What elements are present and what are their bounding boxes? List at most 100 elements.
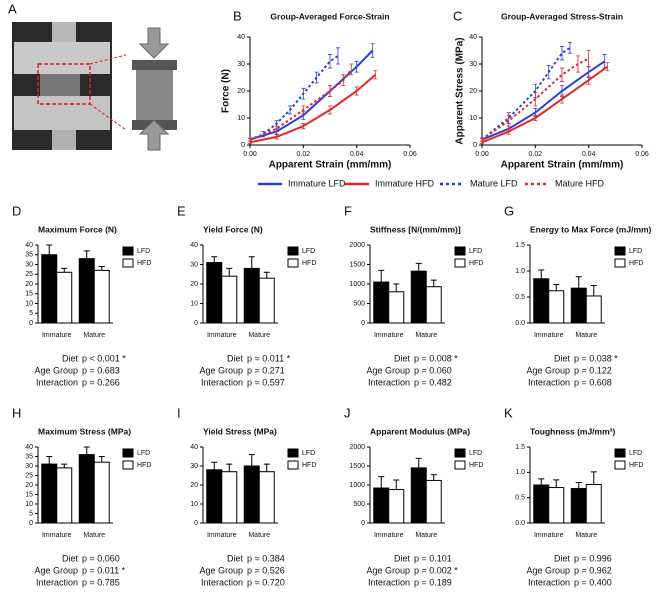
legend-swatch (122, 258, 134, 268)
x-axis-label: Apparent Strain (mm/mm) (501, 160, 624, 171)
error-bar (83, 250, 90, 259)
x-tick-label: Immature (534, 332, 564, 339)
legend-swatch (122, 448, 134, 458)
error-bar (61, 267, 68, 273)
x-tick-label: 0.02 (529, 151, 543, 158)
stat-value: p = 0.271 (247, 365, 285, 375)
error-bar (211, 256, 218, 263)
y-tick-label: 40 (25, 242, 33, 249)
y-axis-label: Apparent Stress (MPa) (455, 37, 466, 144)
error-bar (98, 456, 105, 463)
error-bar (430, 279, 437, 287)
panel-letter: E (177, 203, 186, 218)
y-tick-label: 40 (237, 34, 245, 41)
x-tick-label: 0.04 (350, 151, 364, 158)
error-bar (288, 105, 292, 115)
error-bar (586, 75, 591, 85)
rod (52, 22, 76, 44)
legend-label: LFD (137, 248, 150, 255)
error-bar (575, 276, 582, 289)
error-bar (328, 105, 332, 115)
stat-label: Interaction (528, 377, 570, 387)
x-tick-label: Mature (248, 332, 270, 339)
stat-label: Interaction (368, 577, 410, 587)
x-tick-label: 0.00 (475, 151, 489, 158)
bar (585, 483, 602, 524)
panel-letter: A (8, 1, 17, 16)
x-tick-label: 0.06 (635, 151, 649, 158)
error-bar (211, 461, 218, 470)
chart-title: Group-Averaged Force-Strain (270, 11, 389, 21)
y-tick-label: 25 (25, 271, 33, 278)
y-tick-label: 35 (25, 453, 33, 460)
bar (221, 471, 238, 524)
rod (52, 130, 76, 150)
panel-letter: H (12, 405, 21, 420)
stat-label: Diet (554, 553, 571, 563)
y-tick-label: 15 (25, 291, 33, 298)
error-bar (248, 454, 255, 466)
bar (548, 290, 565, 324)
x-tick-label: Mature (575, 332, 597, 339)
y-tick-label: 30 (469, 61, 477, 68)
legend-label: HFD (137, 260, 151, 267)
x-tick-label: Mature (575, 532, 597, 539)
y-tick-label: 1.0 (515, 268, 525, 275)
bar (388, 291, 405, 324)
error-bar (538, 478, 545, 485)
legend-label: LFD (629, 450, 642, 457)
error-bar (370, 43, 375, 58)
zoom-line (89, 103, 127, 131)
x-tick-label: Immature (374, 532, 404, 539)
stat-label: Interaction (368, 377, 410, 387)
stat-label: Diet (394, 353, 411, 363)
stat-value: p = 0.122 (574, 365, 612, 375)
y-tick-label: 10 (469, 115, 477, 122)
stat-label: Interaction (36, 377, 78, 387)
legend-label: HFD (629, 260, 643, 267)
error-bar (263, 271, 270, 279)
stat-label: Age Group (199, 365, 243, 375)
y-tick-label: 1500 (349, 463, 365, 470)
error-bar (336, 47, 340, 65)
y-tick-label: 25 (25, 472, 33, 479)
stat-label: Interaction (201, 377, 243, 387)
stat-value: p = 0.597 (247, 377, 285, 387)
y-tick-label: 0 (361, 520, 365, 527)
bar (78, 258, 95, 324)
panel-letter: K (504, 405, 513, 420)
bar (78, 454, 95, 524)
bar (41, 254, 58, 324)
stat-value: p = 0.996 (574, 553, 612, 563)
y-tick-label: 20 (190, 482, 198, 489)
platen-bottom (14, 96, 110, 130)
stat-value: p = 0.011 * (247, 353, 291, 363)
bar (585, 295, 602, 324)
y-tick-label: 10 (190, 501, 198, 508)
stat-value: p = 0.608 (574, 377, 612, 387)
error-bar (61, 463, 68, 468)
error-bar (46, 456, 53, 465)
panel-letter: G (504, 203, 514, 218)
stat-label: Age Group (526, 565, 570, 575)
stat-value: p = 0.400 (574, 577, 612, 587)
legend-label: LFD (469, 450, 482, 457)
series-line (249, 49, 374, 141)
legend-label: Mature LFD (470, 178, 518, 188)
bar (410, 270, 427, 324)
stat-label: Interaction (528, 577, 570, 587)
error-bar (568, 42, 572, 54)
chart-title: Stiffness [N/(mm/mm)] (370, 224, 461, 234)
legend-swatch (454, 448, 466, 458)
legend-label: HFD (469, 462, 483, 469)
y-tick-label: 0 (29, 320, 33, 327)
error-bar (226, 267, 233, 277)
error-bar (373, 70, 378, 80)
y-tick-label: 5 (29, 310, 33, 317)
chart-title: Apparent Modulus (MPa) (370, 426, 470, 436)
photo-panel: A (8, 1, 177, 151)
y-tick-label: 0.5 (515, 294, 525, 301)
error-bar (393, 283, 400, 292)
stat-value: p < 0.001 * (82, 353, 126, 363)
bar (93, 269, 110, 324)
